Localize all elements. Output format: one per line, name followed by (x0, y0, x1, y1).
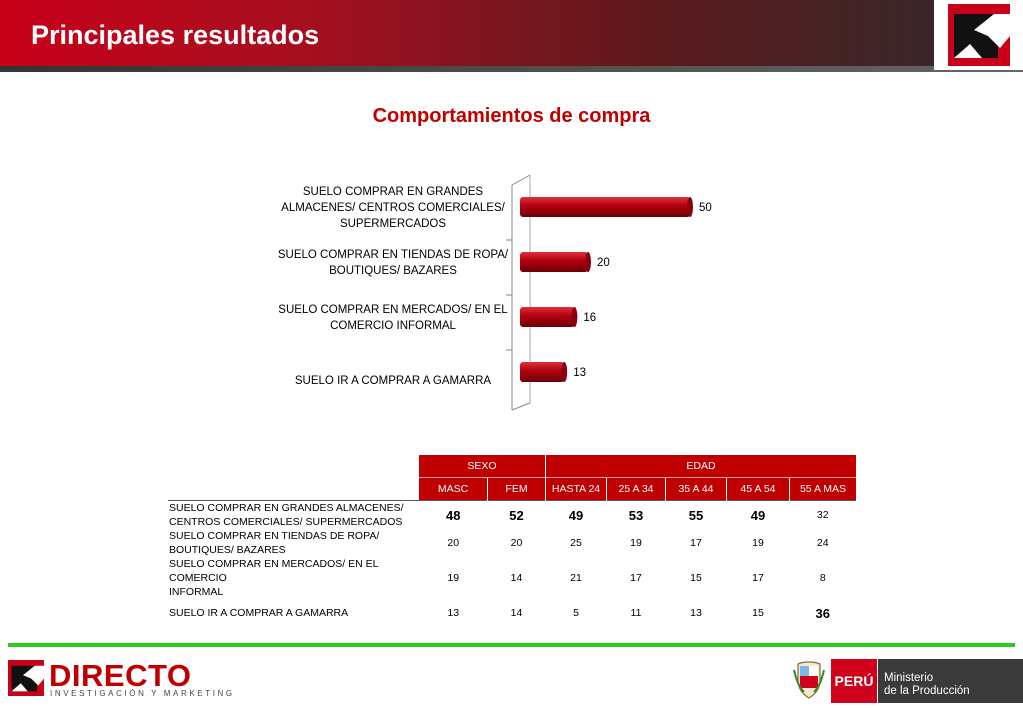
ministry-line-1: Ministerio (884, 672, 934, 684)
table-cell: 20 (510, 537, 523, 549)
table-cell: 19 (752, 537, 764, 549)
table-cell: 36 (815, 605, 830, 621)
header-bar: Principales resultados (0, 0, 1023, 72)
table-cell: 14 (510, 572, 523, 584)
bar-cap (561, 362, 568, 382)
table-cell: 15 (690, 572, 702, 584)
coat-of-arms-icon (793, 661, 825, 699)
table-row: SUELO COMPRAR EN GRANDES ALMACENES/ CENT… (168, 500, 856, 529)
col-header: 55 A MAS (789, 477, 856, 501)
table-cell: 24 (816, 537, 829, 549)
table-corner (168, 455, 419, 478)
page-title: Principales resultados (31, 20, 320, 50)
corner-logo (934, 0, 1023, 70)
row-label: SUELO COMPRAR EN MERCADOS/ EN EL COMERCI… (169, 558, 379, 598)
table-cell: 19 (630, 537, 642, 549)
chart-subtitle: Comportamientos de compra (372, 105, 651, 127)
ministry-box: Ministerio de la Producción (878, 659, 1023, 703)
axis-wall-top (511, 174, 531, 186)
category-label: SUELO IR A COMPRAR A GAMARRA (295, 375, 492, 387)
bar (520, 252, 588, 272)
table-cell: 8 (819, 572, 826, 584)
table-cell: 49 (726, 500, 790, 529)
table-cell: 19 (447, 572, 460, 584)
col-header: FEM (487, 477, 546, 501)
value-label: 50 (699, 202, 712, 214)
value-label: 13 (573, 367, 586, 379)
category-label: SUPERMERCADOS (340, 218, 446, 230)
col-header: MASC (419, 477, 488, 501)
table-cell: 48 (419, 500, 488, 529)
table-cell: 17 (630, 572, 642, 584)
table-cell: 55 (665, 500, 727, 529)
col-header: 45 A 54 (726, 477, 790, 501)
category-label: SUELO COMPRAR EN GRANDES (303, 186, 484, 198)
table-cell: 52 (487, 500, 546, 529)
table-cell: 49 (545, 500, 607, 529)
col-header: 35 A 44 (665, 477, 727, 501)
table-corner-2 (168, 478, 419, 501)
group-header-sexo: SEXO (419, 455, 546, 478)
brand-name: DIRECTO (49, 658, 192, 693)
group-header-edad: EDAD (545, 455, 856, 478)
brand-tagline: INVESTIGACIÓN Y MARKETING (50, 689, 235, 698)
axis-wall-bottom (511, 402, 531, 411)
table-cell: 53 (606, 500, 666, 529)
col-header: 25 A 34 (606, 477, 666, 501)
table-row: SUELO COMPRAR EN MERCADOS/ EN EL COMERCI… (168, 557, 856, 599)
value-label: 16 (583, 312, 596, 324)
category-label: ALMACENES/ CENTROS COMERCIALES/ (281, 202, 505, 214)
table-cell: 20 (447, 537, 460, 549)
table-cell: 13 (447, 607, 460, 619)
bar-cap (585, 252, 591, 272)
bar-cap (687, 197, 693, 217)
directo-logo (8, 660, 44, 701)
category-label: SUELO COMPRAR EN TIENDAS DE ROPA/ (278, 249, 509, 261)
directo-arrow-icon (948, 4, 1010, 66)
table-cell: 25 (570, 537, 582, 549)
value-label: 20 (597, 257, 610, 269)
header-underbar (0, 66, 1023, 72)
table-cell: 11 (630, 607, 642, 619)
bar (520, 197, 690, 217)
category-label: COMERCIO INFORMAL (330, 320, 456, 332)
table-cell: 17 (752, 572, 764, 584)
category-label: BOUTIQUES/ BAZARES (329, 265, 457, 277)
bar (520, 362, 565, 382)
table-cell: 14 (510, 607, 523, 619)
bar-cap (571, 307, 578, 327)
breakdown-table: SEXO EDAD MASC FEM HASTA 24 25 A 34 35 A… (168, 455, 856, 627)
peru-label: PERÚ (831, 659, 877, 703)
ministry-line-2: de la Producción (884, 685, 970, 697)
table-row: SUELO IR A COMPRAR A GAMARRA 13 14 5 11 … (168, 599, 856, 627)
table-cell: 15 (752, 607, 764, 619)
row-label: SUELO IR A COMPRAR A GAMARRA (169, 607, 349, 619)
bar (520, 307, 575, 327)
table-cell: 17 (690, 537, 702, 549)
purchase-behavior-bar-chart: 50 SUELO COMPRAR EN GRANDES ALMACENES/ CEN… (278, 174, 712, 411)
table-row: SUELO COMPRAR EN TIENDAS DE ROPA/ BOUTIQ… (168, 529, 856, 557)
col-header: HASTA 24 (545, 477, 607, 501)
row-label: SUELO COMPRAR EN GRANDES ALMACENES/ CENT… (168, 500, 419, 529)
category-label: SUELO COMPRAR EN MERCADOS/ EN EL (278, 304, 508, 316)
table-cell: 21 (570, 572, 582, 584)
table-cell: 13 (690, 607, 702, 619)
table-cell: 32 (789, 500, 856, 529)
footer-green-rule (8, 643, 1015, 647)
table-cell: 5 (573, 607, 579, 619)
row-label: SUELO COMPRAR EN TIENDAS DE ROPA/ BOUTIQ… (169, 530, 380, 556)
directo-arrow-icon (8, 660, 44, 696)
